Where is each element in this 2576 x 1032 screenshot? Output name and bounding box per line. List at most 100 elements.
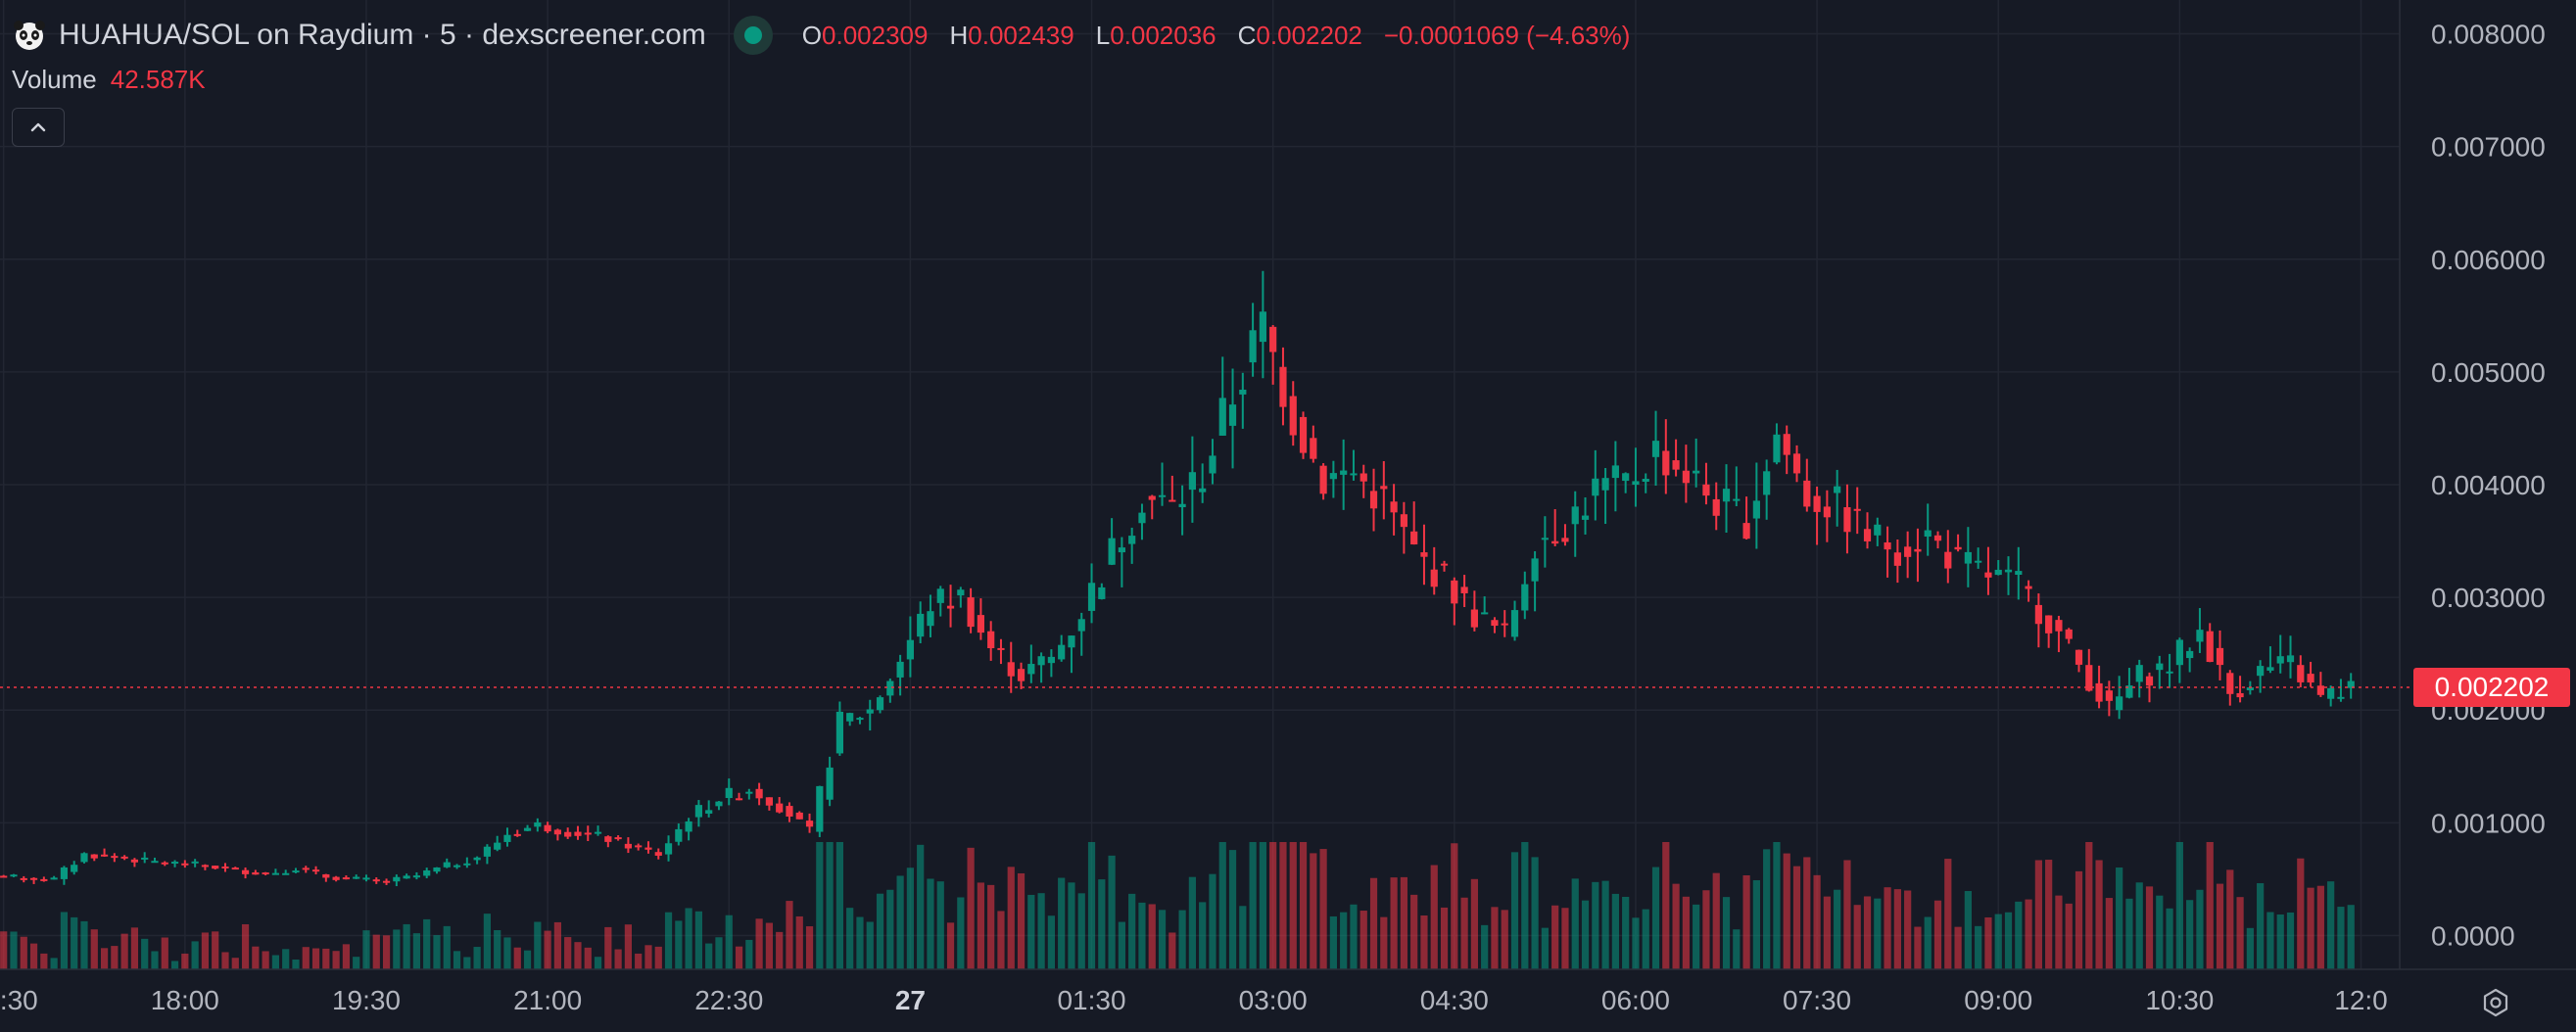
volume-bar: [393, 929, 401, 969]
volume-bar: [1169, 932, 1176, 969]
candle-body: [1259, 311, 1266, 343]
candle-body: [715, 801, 723, 807]
candle-body: [2065, 629, 2073, 639]
low-value: 0.002036: [1110, 20, 1216, 50]
candle-body: [1068, 635, 1075, 648]
volume-bar: [170, 961, 179, 969]
candle-body: [2166, 671, 2173, 674]
volume-bar: [1420, 915, 1428, 969]
volume-bar: [2196, 889, 2204, 969]
volume-bar: [1047, 915, 1055, 969]
candle-body: [1289, 396, 1297, 436]
x-tick-label: 09:00: [1964, 985, 2032, 1015]
volume-bar: [1733, 929, 1741, 969]
chart-legend: HUAHUA/SOL on Raydium · 5 · dexscreener.…: [12, 14, 1630, 57]
volume-bar: [2025, 899, 2032, 969]
candle-body: [584, 832, 592, 835]
candle-body: [1098, 586, 1106, 599]
volume-bar: [1763, 849, 1771, 969]
candle-body: [1752, 500, 1760, 519]
candle-body: [1420, 552, 1428, 557]
chart-settings-button[interactable]: [2476, 983, 2515, 1022]
volume-bar: [604, 926, 612, 969]
volume-bar: [725, 915, 733, 969]
volume-bar: [946, 922, 955, 969]
volume-bar: [705, 943, 713, 969]
volume-bar: [332, 951, 340, 969]
candle-body: [1541, 538, 1549, 540]
volume-bar: [2286, 912, 2295, 969]
candle-body: [1994, 569, 2002, 576]
volume-bar: [1510, 852, 1519, 969]
volume-bar: [1058, 877, 1066, 969]
volume-label: Volume: [12, 65, 97, 94]
candle-body: [382, 880, 391, 883]
y-tick-label: 0.0000: [2431, 920, 2515, 951]
candle-body: [2337, 696, 2345, 699]
volume-bar: [1823, 896, 1831, 969]
candle-body: [90, 854, 98, 859]
volume-bar: [987, 884, 995, 969]
candle-body: [1228, 404, 1237, 426]
gear-icon: [2483, 988, 2508, 1017]
volume-bar: [745, 939, 753, 969]
candle-body: [1319, 465, 1327, 494]
volume-bar: [1611, 893, 1619, 969]
volume-bar: [927, 878, 934, 969]
close-value: 0.002202: [1256, 20, 1362, 50]
volume-bar: [1783, 853, 1790, 969]
volume-bar: [1571, 878, 1579, 969]
volume-bar: [1601, 880, 1609, 969]
candle-body: [664, 843, 673, 855]
volume-bar: [433, 935, 441, 969]
candle-body: [1561, 538, 1569, 542]
candle-body: [1592, 478, 1599, 496]
volume-bar: [271, 955, 280, 969]
volume-bar: [1632, 917, 1640, 969]
candle-body: [1369, 491, 1378, 509]
volume-bar: [1742, 875, 1750, 969]
candle-body: [2156, 663, 2164, 671]
price-axis[interactable]: 0.00000.0010000.0020000.0030000.0040000.…: [2431, 20, 2546, 952]
candle-body: [2297, 665, 2305, 682]
candle-body: [130, 859, 139, 863]
candle-body: [100, 854, 109, 857]
collapse-legend-button[interactable]: [12, 108, 65, 147]
volume-bar: [2095, 860, 2103, 969]
volume-bar: [1491, 907, 1499, 969]
candle-body: [372, 879, 380, 882]
candle-body: [1984, 572, 1992, 578]
candle-body: [523, 827, 532, 831]
x-tick-label: 07:30: [1783, 985, 1851, 1015]
volume-bar: [2327, 881, 2335, 969]
y-tick-label: 0.003000: [2431, 583, 2546, 613]
volume-bar: [1843, 860, 1851, 969]
candle-body: [1440, 563, 1449, 566]
candle-body: [765, 797, 773, 806]
candle-body: [1360, 473, 1367, 482]
volume-bar: [553, 921, 562, 969]
candle-body: [856, 718, 864, 721]
volume-bar: [1390, 877, 1398, 969]
volume-bar: [1964, 891, 1972, 969]
candle-body: [1007, 662, 1015, 677]
volume-bar: [1400, 876, 1407, 969]
candle-body: [2236, 692, 2244, 698]
time-axis[interactable]: 16:30 18:00 19:30 21:00 22:30 27 01:30 03:00 04:…: [0, 985, 2388, 1015]
high-value: 0.002439: [968, 20, 1074, 50]
volume-bar: [2226, 869, 2234, 969]
volume-bar: [2125, 898, 2133, 969]
candle-body: [835, 711, 843, 754]
volume-bar: [2116, 867, 2123, 969]
candle-body: [1783, 434, 1790, 455]
volume-bar: [1954, 926, 1962, 969]
candle-body: [1087, 583, 1096, 611]
candle-body: [271, 872, 280, 875]
volume-bar: [654, 946, 662, 969]
volume-bar: [1863, 896, 1872, 969]
volume-bar: [1430, 865, 1438, 969]
volume-bar: [353, 957, 360, 969]
candle-body: [2257, 666, 2265, 677]
volume-bar: [2004, 912, 2013, 969]
